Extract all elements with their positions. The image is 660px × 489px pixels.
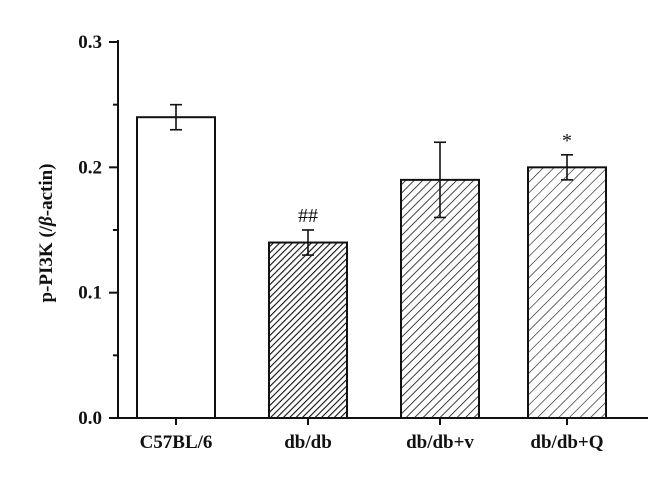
bar-db-db-q: [527, 166, 607, 419]
y-tick-label: 0.0: [78, 408, 102, 429]
x-tick-label: db/db+v: [406, 432, 474, 453]
labels: 0.0 0.1 0.2 0.3 C57BL/6 db/db ## db/db+v db/db+Q…: [78, 32, 603, 453]
y-axis-title: p-PI3K (/β-actin): [36, 163, 57, 302]
y-axis-title-suffix: -actin): [36, 163, 57, 216]
y-tick-label: 0.1: [78, 283, 102, 304]
y-axis-title-prefix: p-PI3K (/: [36, 225, 57, 302]
y-axis-title-italic: β: [36, 216, 57, 227]
x-tick-label: C57BL/6: [140, 432, 213, 453]
x-tick-label: db/db: [284, 432, 332, 453]
significance-annotation: ##: [298, 205, 318, 227]
bar-c57bl-6: [136, 116, 216, 419]
y-tick-label: 0.2: [78, 157, 102, 178]
significance-annotation: *: [562, 130, 572, 152]
y-tick-label: 0.3: [78, 32, 102, 53]
bars: [136, 103, 607, 419]
bar-db-db: [268, 241, 348, 419]
x-tick-label: db/db+Q: [530, 432, 603, 453]
